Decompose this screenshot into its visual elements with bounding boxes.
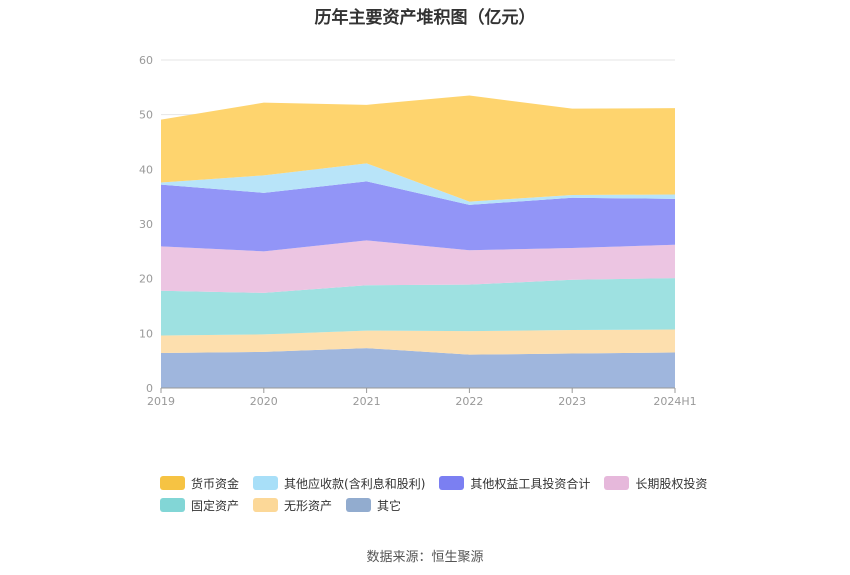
x-tick-label: 2019 (147, 395, 175, 408)
legend-label: 其他权益工具投资合计 (470, 476, 591, 491)
legend-label: 长期股权投资 (635, 476, 708, 491)
legend-swatch (160, 476, 185, 490)
y-tick-label: 40 (139, 163, 153, 176)
y-tick-label: 30 (139, 218, 153, 231)
legend: 货币资金 其他应收款(含利息和股利) 其他权益工具投资合计 长期股权投资固定资产 无形资… (160, 472, 720, 516)
area-固定资产 (161, 278, 675, 336)
area-其他权益工具投资合计 (161, 181, 675, 252)
area-长期股权投资 (161, 240, 675, 293)
area-无形资产 (161, 329, 675, 355)
legend-item[interactable]: 固定资产 (160, 497, 239, 514)
area-series (161, 95, 675, 388)
legend-item[interactable]: 长期股权投资 (604, 475, 707, 492)
legend-row: 固定资产 无形资产 其它 (160, 494, 720, 516)
legend-swatch (439, 476, 465, 490)
y-tick-label: 60 (139, 54, 153, 67)
data-source: 数据来源：恒生聚源 (366, 550, 484, 565)
legend-label: 货币资金 (191, 476, 240, 491)
legend-item[interactable]: 其它 (346, 497, 401, 514)
legend-swatch (253, 498, 279, 512)
stacked-area-chart: 0 10 20 30 40 50 60 2019 2020 2021 2022 2023 2024H1 (139, 54, 697, 408)
legend-item[interactable]: 其他应收款(含利息和股利) (253, 475, 425, 492)
x-tick-label: 2023 (558, 395, 586, 408)
legend-item[interactable]: 无形资产 (253, 497, 332, 514)
legend-swatch (346, 498, 372, 512)
legend-row: 货币资金 其他应收款(含利息和股利) 其他权益工具投资合计 长期股权投资 (160, 472, 720, 494)
area-货币资金 (161, 95, 675, 202)
legend-swatch (160, 498, 185, 512)
area-其他应收款(含利息和股利) (161, 163, 675, 205)
legend-item[interactable]: 货币资金 (160, 475, 239, 492)
chart-title: 历年主要资产堆积图（亿元） (314, 8, 536, 28)
y-tick-label: 10 (139, 327, 153, 340)
legend-label: 其他应收款(含利息和股利) (284, 476, 426, 491)
legend-label: 无形资产 (284, 498, 333, 513)
x-tick-label: 2024H1 (653, 395, 696, 408)
y-tick-label: 0 (146, 382, 153, 395)
x-tick-label: 2020 (250, 395, 278, 408)
y-tick-label: 20 (139, 273, 153, 286)
y-tick-label: 50 (139, 109, 153, 122)
legend-label: 其它 (377, 498, 402, 513)
x-tick-label: 2021 (353, 395, 381, 408)
legend-swatch (604, 476, 630, 490)
legend-item[interactable]: 其他权益工具投资合计 (439, 475, 590, 492)
x-tick-label: 2022 (455, 395, 483, 408)
area-其它 (161, 348, 675, 388)
axes: 0 10 20 30 40 50 60 2019 2020 2021 2022 2023 2024H1 (139, 54, 697, 408)
legend-swatch (253, 476, 279, 490)
legend-label: 固定资产 (191, 498, 240, 513)
